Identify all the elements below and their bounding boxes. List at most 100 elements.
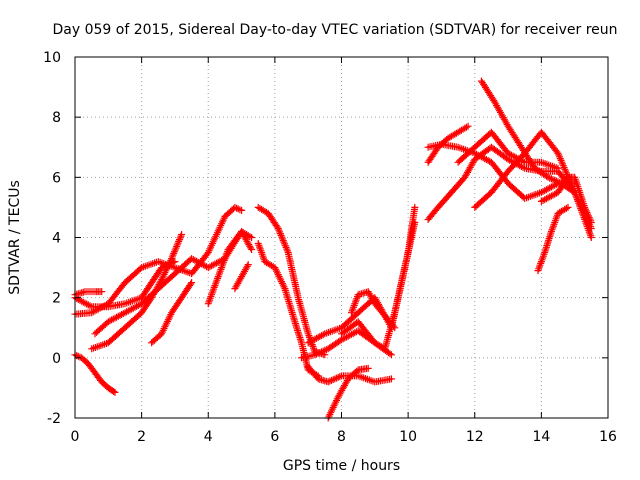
x-tick-label: 8 [337, 429, 346, 445]
data-point [111, 388, 119, 396]
data-point [581, 203, 589, 211]
data-point [238, 206, 246, 214]
data-point-interp [328, 376, 335, 384]
x-tick-label: 12 [466, 429, 484, 445]
data-point-interp [519, 163, 527, 171]
data-point-interp [86, 302, 94, 310]
data-point-interp [168, 253, 176, 261]
data-point-interp [583, 208, 591, 216]
data-point-interp [159, 272, 167, 280]
data-point-interp [284, 247, 291, 255]
data-point-interp [318, 348, 325, 356]
data-point-interp [321, 346, 329, 354]
x-tick-label: 2 [137, 429, 146, 445]
data-point-interp [586, 215, 594, 223]
data-point-interp [276, 228, 284, 236]
data-point-interp [558, 158, 566, 166]
data-point-interp [158, 328, 166, 336]
data-point-interp [519, 157, 527, 165]
series-line [307, 207, 416, 344]
data-point-interp [163, 261, 171, 269]
data-point-interp [277, 231, 285, 239]
x-tick-label: 16 [599, 429, 617, 445]
x-tick-label: 0 [71, 429, 80, 445]
data-point [188, 279, 196, 287]
data-point-interp [327, 409, 335, 417]
series-track-n [324, 364, 372, 422]
data-point-interp [161, 262, 169, 270]
series-track-e [71, 258, 179, 311]
data-point-interp [161, 323, 169, 331]
data-point [388, 351, 395, 359]
data-point-interp [273, 267, 280, 275]
data-point-interp [278, 233, 286, 241]
data-point-interp [587, 217, 595, 225]
data-point [158, 264, 166, 272]
data-point-interp [169, 251, 177, 259]
data-point [158, 276, 166, 284]
data-point-interp [234, 205, 242, 213]
data-point-interp [549, 176, 557, 184]
data-point [544, 173, 552, 181]
data-point-interp [326, 377, 334, 385]
data-point-interp [166, 312, 174, 320]
data-point-interp [168, 259, 176, 267]
data-point [178, 231, 186, 238]
data-point-interp [176, 234, 184, 242]
data-point-interp [247, 244, 255, 252]
x-axis: 0 2 4 6 8 10 12 14 16 [71, 57, 617, 445]
data-point-interp [273, 223, 281, 231]
data-point-interp [561, 165, 569, 173]
series-track-k [254, 240, 322, 380]
data-point [391, 324, 399, 332]
data-point [248, 246, 256, 253]
series-track-i [231, 261, 252, 293]
data-point [98, 288, 106, 296]
data-point-interp [110, 388, 118, 395]
x-axis-label: GPS time / hours [283, 458, 400, 474]
data-point-interp [330, 402, 338, 410]
data-point-interp [283, 245, 291, 253]
data-point-interp [334, 373, 342, 381]
data-point-interp [551, 176, 559, 184]
y-tick-label: 4 [52, 231, 61, 247]
data-point-interp [174, 239, 182, 247]
data-point-interp [328, 405, 336, 413]
data-point [231, 203, 239, 211]
series-track-m [304, 363, 395, 386]
data-point-interp [281, 242, 289, 250]
data-point-interp [581, 205, 589, 213]
data-point-interp [74, 352, 82, 360]
data-point-interp [280, 238, 288, 246]
series-track-w [454, 128, 562, 172]
data-point [464, 122, 472, 130]
data-point-interp [547, 229, 555, 237]
data-point [564, 203, 572, 211]
y-tick-label: 0 [52, 351, 61, 367]
data-point-interp [177, 232, 185, 240]
data-point-interp [584, 212, 592, 220]
data-point [311, 351, 319, 359]
data-point-interp [278, 279, 286, 287]
data-point [587, 219, 595, 226]
data-point-interp [319, 347, 327, 355]
data-point-interp [314, 349, 322, 357]
x-tick-label: 10 [399, 429, 417, 445]
data-point-interp [164, 316, 172, 324]
data-point [271, 264, 279, 272]
data-point-interp [166, 260, 174, 268]
series-track-j [254, 203, 329, 359]
series-track-v [471, 128, 579, 211]
series-track-h [204, 228, 256, 308]
data-point-interp [275, 272, 283, 280]
grid [75, 57, 608, 418]
data-point-interp [187, 280, 195, 288]
data-point-interp [279, 237, 287, 244]
data-point-interp [243, 262, 251, 270]
data-point-interp [562, 204, 570, 212]
y-tick-label: 6 [52, 170, 61, 186]
series-track-g [148, 279, 196, 347]
data-point-interp [313, 350, 320, 358]
data-point-interp [546, 174, 554, 182]
